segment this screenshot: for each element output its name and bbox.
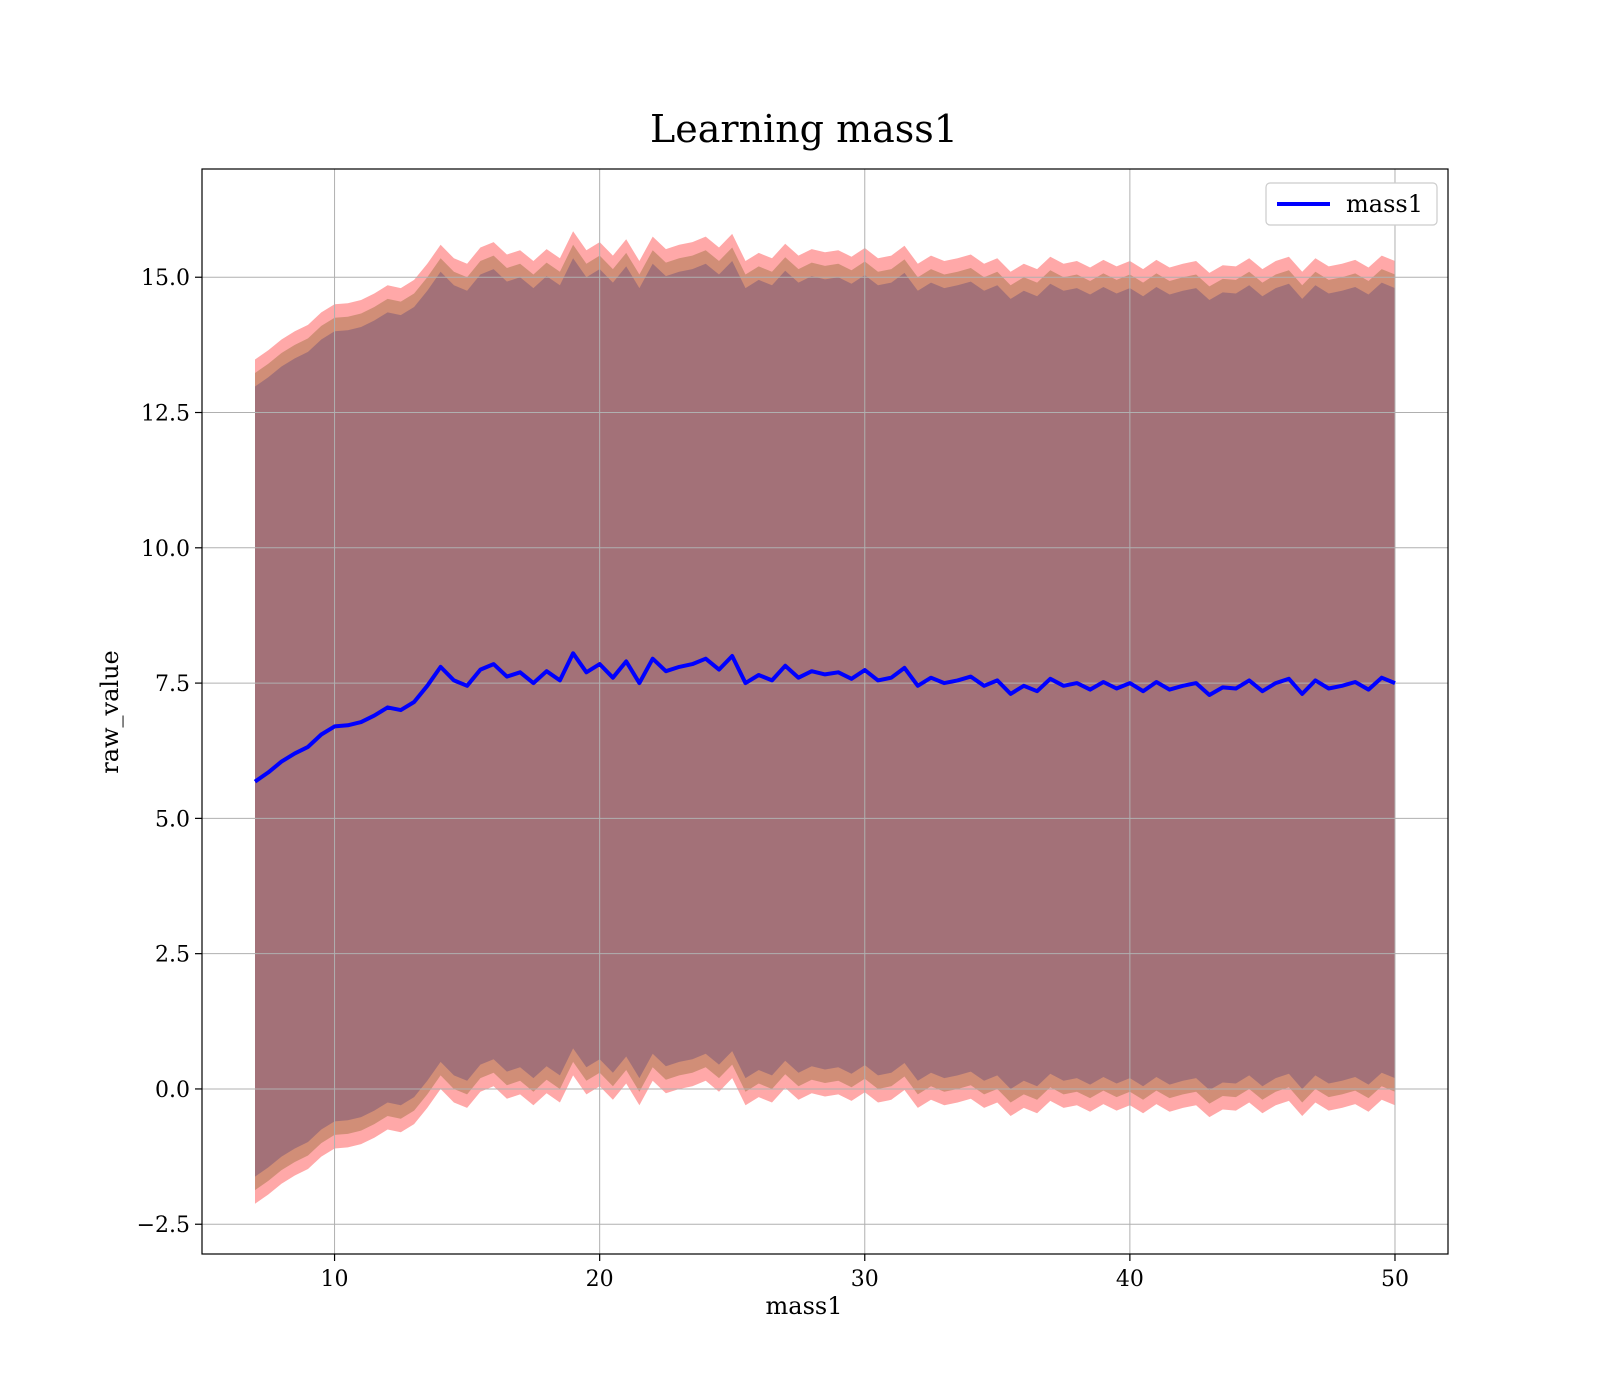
y-axis: −2.5 0.0 2.5 5.0 7.5 10.0 12.5 15.0 (137, 266, 202, 1238)
legend-label-mass1: mass1 (1346, 190, 1423, 218)
chart-title: Learning mass1 (650, 107, 958, 151)
grid-lines (202, 169, 1448, 1254)
series-line-mass1 (253, 651, 1396, 784)
x-axis: 10 20 30 40 50 (321, 1254, 1409, 1292)
x-tick-label: 20 (586, 1267, 614, 1292)
y-tick-label: −2.5 (137, 1213, 190, 1238)
legend-box (1265, 182, 1438, 226)
y-tick-label: 7.5 (155, 672, 190, 697)
y-tick-label: 10.0 (141, 537, 190, 562)
y-tick-label: 5.0 (155, 807, 190, 832)
x-tick-label: 40 (1116, 1267, 1144, 1292)
x-tick-label: 50 (1381, 1267, 1409, 1292)
x-tick-label: 10 (321, 1267, 349, 1292)
band-inner (255, 258, 1395, 1177)
legend: mass1 (1265, 182, 1438, 226)
y-tick-label: 15.0 (141, 266, 190, 291)
x-axis-label: mass1 (766, 1292, 843, 1320)
y-axis-label: raw_value (96, 650, 124, 774)
uncertainty-bands (255, 231, 1395, 1204)
x-tick-label: 30 (851, 1267, 879, 1292)
y-tick-label: 0.0 (155, 1078, 190, 1103)
y-tick-label: 2.5 (155, 943, 190, 968)
plot-area (201, 168, 1449, 1255)
y-tick-label: 12.5 (141, 402, 190, 427)
plot-frame (201, 168, 1449, 1255)
